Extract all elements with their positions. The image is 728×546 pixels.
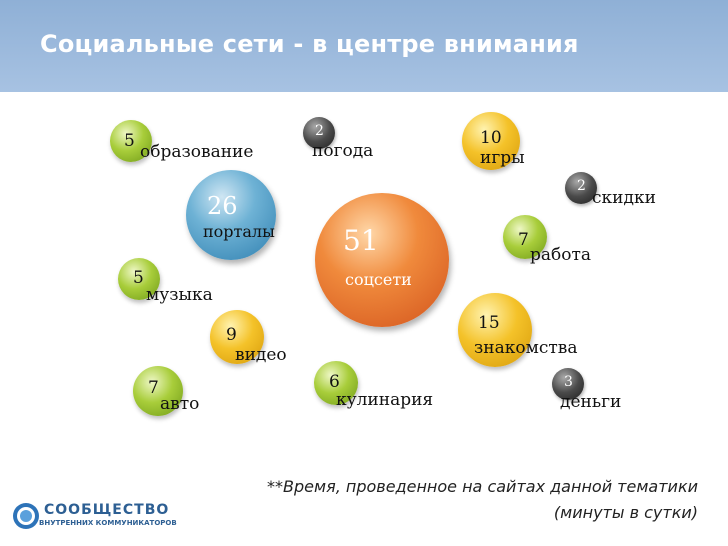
bubble-kulinariya [314,361,358,405]
bubble-label-avto: авто [160,394,200,414]
bubble-portaly [186,170,276,260]
bubble-avto [133,366,183,416]
bubble-value-skidki: 2 [577,178,586,194]
bubble-video [210,310,264,364]
logo-mark-icon [13,503,39,529]
community-logo: СООБЩЕСТВО ВНУТРЕННИХ КОММУНИКАТОРОВ [12,500,187,534]
bubble-value-pogoda: 2 [315,123,324,139]
bubble-igry [462,112,520,170]
logo-line2: ВНУТРЕННИХ КОММУНИКАТОРОВ [39,519,177,527]
bubble-value-avto: 7 [148,378,159,398]
bubble-label-obrazovanie: образование [140,142,254,162]
bubble-label-igry: игры [480,148,525,168]
logo-line1: СООБЩЕСТВО [44,502,170,518]
bubble-label-sotsseti: соцсети [345,270,412,289]
bubble-value-znakomstva: 15 [478,313,500,333]
bubble-label-kulinariya: кулинария [336,390,434,410]
bubble-znakomstva [458,293,532,367]
bubble-value-dengi: 3 [564,374,573,390]
bubble-value-video: 9 [226,325,237,345]
bubble-rabota [503,215,547,259]
bubble-label-rabota: работа [530,245,592,265]
footnote: **Время, проведенное на сайтах данной те… [267,477,698,522]
bubble-label-dengi: деньги [560,392,622,412]
bubble-label-video: видео [235,345,287,365]
bubble-value-rabota: 7 [518,230,529,250]
header-bar: Социальные сети - в центре внимания [0,0,728,92]
bubble-label-skidki: скидки [592,188,656,208]
bubble-muzyka [118,258,160,300]
bubble-dengi [552,368,584,400]
bubble-label-pogoda: погода [312,141,374,161]
bubble-obrazovanie [110,120,152,162]
bubble-value-obrazovanie: 5 [124,131,135,151]
bubble-skidki [565,172,597,204]
bubble-sotsseti [315,193,449,327]
bubble-value-kulinariya: 6 [329,372,340,392]
bubble-value-muzyka: 5 [133,268,144,288]
bubble-value-sotsseti: 51 [343,224,379,257]
bubble-value-igry: 10 [480,128,502,148]
bubble-label-portaly: порталы [203,222,275,241]
bubble-pogoda [303,117,335,149]
slide-title: Социальные сети - в центре внимания [40,30,579,58]
bubble-value-portaly: 26 [207,192,238,220]
bubble-label-znakomstva: знакомства [474,338,578,358]
bubble-label-muzyka: музыка [146,285,213,305]
